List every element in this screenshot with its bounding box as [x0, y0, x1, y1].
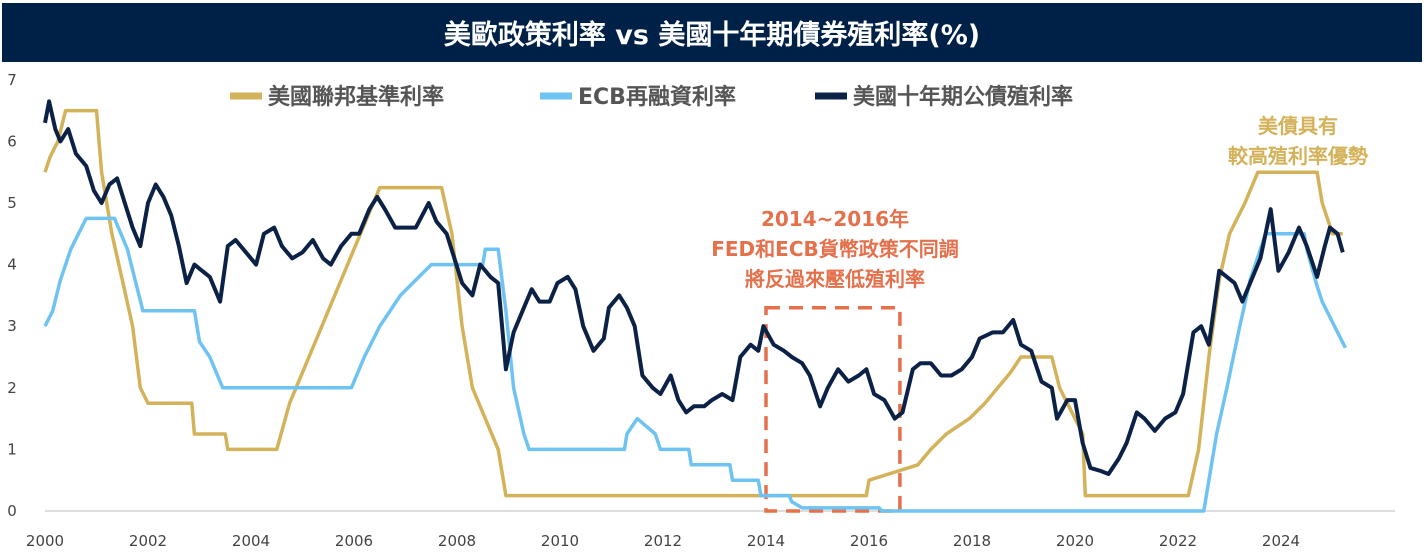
legend-label-ecb: ECB再融資利率 [578, 84, 736, 110]
legend-label-fed: 美國聯邦基準利率 [268, 84, 444, 110]
y-tick-label: 7 [7, 71, 17, 89]
x-tick-label: 2004 [232, 532, 270, 550]
x-tick-label: 2020 [1056, 532, 1094, 550]
y-tick-label: 4 [7, 256, 17, 274]
advantage-line-1: 美債具有 [1258, 114, 1338, 138]
x-tick-label: 2002 [129, 532, 167, 550]
y-tick-label: 1 [7, 440, 17, 458]
divergence-line-3: 將反過來壓低殖利率 [745, 267, 925, 291]
x-tick-label: 2018 [953, 532, 991, 550]
y-tick-label: 2 [7, 379, 17, 397]
y-tick-label: 3 [7, 317, 17, 335]
x-tick-label: 2024 [1262, 532, 1300, 550]
chart-title: 美歐政策利率 vs 美國十年期債券殖利率(%) [2, 3, 1422, 62]
advantage-annotation: 美債具有 較高殖利率優勢 [1228, 114, 1368, 168]
divergence-annotation: 2014~2016年 FED和ECB貨幣政策不同調 將反過來壓低殖利率 [711, 207, 959, 291]
series-line-fed [43, 108, 1343, 498]
x-tick-label: 2006 [335, 532, 373, 550]
divergence-line-1: 2014~2016年 [761, 207, 909, 231]
y-tick-label: 6 [7, 132, 17, 150]
x-tick-label: 2008 [438, 532, 476, 550]
series-line-ust [43, 99, 1345, 476]
legend: 美國聯邦基準利率 ECB再融資利率 美國十年期公債殖利率 [230, 84, 1073, 110]
y-tick-label: 0 [7, 502, 17, 520]
x-tick-label: 2014 [747, 532, 785, 550]
advantage-line-2: 較高殖利率優勢 [1228, 144, 1368, 168]
series-line-ecb [43, 216, 1347, 513]
divergence-box [764, 305, 902, 513]
legend-label-ust: 美國十年期公債殖利率 [853, 84, 1073, 110]
divergence-line-2: FED和ECB貨幣政策不同調 [711, 237, 959, 261]
x-tick-label: 2022 [1159, 532, 1197, 550]
y-tick-label: 5 [7, 194, 17, 212]
x-tick-label: 2012 [644, 532, 682, 550]
x-tick-label: 2016 [850, 532, 888, 550]
x-tick-label: 2010 [541, 532, 579, 550]
x-tick-label: 2000 [26, 532, 64, 550]
